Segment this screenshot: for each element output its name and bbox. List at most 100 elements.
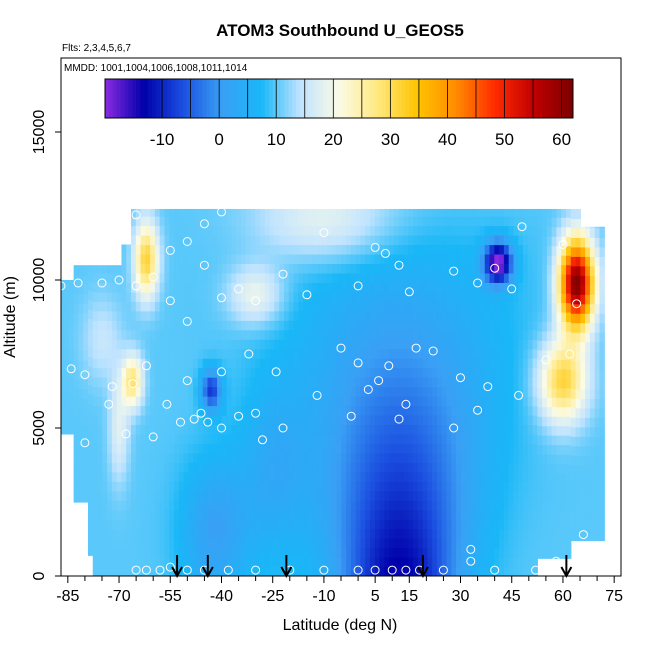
heatmap-cell [135,282,142,293]
heatmap-cell [446,528,452,539]
heatmap-cell [470,471,476,482]
heatmap-cell [417,433,424,444]
heatmap-cell [207,509,213,520]
heatmap-cell [422,320,428,331]
heatmap-cell [264,282,271,293]
heatmap-cell [312,272,319,283]
heatmap-cell [417,386,424,397]
heatmap-cell [269,538,276,549]
heatmap-cell [379,471,385,482]
heatmap-cell [527,433,534,444]
heatmap-cell [537,472,543,484]
heatmap-cell [169,490,175,501]
heatmap-cell [269,443,276,454]
heatmap-cell [322,320,328,331]
heatmap-cell [365,471,371,482]
heatmap-cell [236,263,242,274]
heatmap-cell [126,348,132,359]
heatmap-cell [178,471,185,482]
colorbar-tick-label: 0 [214,130,223,149]
heatmap-cell [159,471,166,482]
heatmap-cell [164,253,170,265]
heatmap-cell [264,225,271,236]
heatmap-cell [513,216,519,227]
heatmap-cell [212,557,218,568]
heatmap-cell [126,244,132,255]
colorbar-swatch [342,79,348,118]
heatmap-cell [475,208,481,217]
heatmap-cell [570,218,577,229]
heatmap-cell [212,244,218,255]
heatmap-cell [264,253,271,265]
heatmap-cell [97,282,103,293]
heatmap-cell [336,490,342,501]
heatmap-cell [350,310,357,321]
heatmap-cell [255,244,261,255]
heatmap-cell [236,339,242,350]
heatmap-cell [183,208,189,217]
heatmap-cell [432,301,438,312]
heatmap-cell [398,329,405,340]
heatmap-cell [150,490,156,501]
heatmap-cell [274,452,280,463]
heatmap-cell [226,253,232,265]
heatmap-cell [566,283,572,294]
heatmap-cell [594,398,601,409]
heatmap-cell [456,424,462,435]
heatmap-cell [589,512,596,523]
heatmap-cell [274,310,280,321]
colorbar-swatch [136,79,141,118]
heatmap-cell [312,377,319,388]
heatmap-cell [178,443,185,454]
heatmap-cell [341,348,347,359]
heatmap-cell [78,454,84,465]
sample-point [490,565,500,575]
heatmap-cell [370,471,376,482]
heatmap-cell [546,472,553,484]
heatmap-cell [107,329,113,340]
heatmap-cell [417,481,424,492]
heatmap-cell [575,313,581,324]
heatmap-cell [293,339,299,350]
heatmap-cell [580,294,586,305]
heatmap-cell [494,348,500,359]
heatmap-cell [580,303,586,314]
heatmap-cell [183,291,189,302]
heatmap-cell [499,386,505,397]
heatmap-cell [475,291,481,302]
heatmap-cell [312,225,319,236]
heatmap-cell [283,443,290,454]
heatmap-cell [202,329,209,340]
heatmap-cell [307,282,314,293]
heatmap-cell [140,509,146,520]
heatmap-cell [570,483,577,494]
heatmap-cell [422,443,428,454]
heatmap-cell [111,301,118,312]
heatmap-cell [274,358,280,369]
heatmap-cell [121,414,127,426]
heatmap-cell [575,360,581,371]
heatmap-cell [279,471,285,482]
heatmap-cell [83,293,89,304]
heatmap-cell [159,367,166,378]
heatmap-cell [556,255,562,266]
heatmap-cell [355,396,362,407]
colorbar-swatch [315,79,320,118]
heatmap-cell [551,397,558,408]
heatmap-cell [221,462,228,473]
heatmap-cell [212,301,218,312]
heatmap-cell [599,275,605,286]
heatmap-cell [436,500,443,511]
heatmap-cell [346,452,352,463]
heatmap-cell [384,386,390,397]
heatmap-cell [546,548,553,559]
heatmap-cell [398,471,405,482]
heatmap-cell [566,245,572,256]
heatmap-cell [164,557,170,568]
heatmap-cell [527,235,534,246]
heatmap-cell [379,329,385,340]
heatmap-cell [107,433,113,444]
heatmap-cell [279,538,285,549]
heatmap-cell [178,310,185,321]
heatmap-cell [217,329,223,340]
